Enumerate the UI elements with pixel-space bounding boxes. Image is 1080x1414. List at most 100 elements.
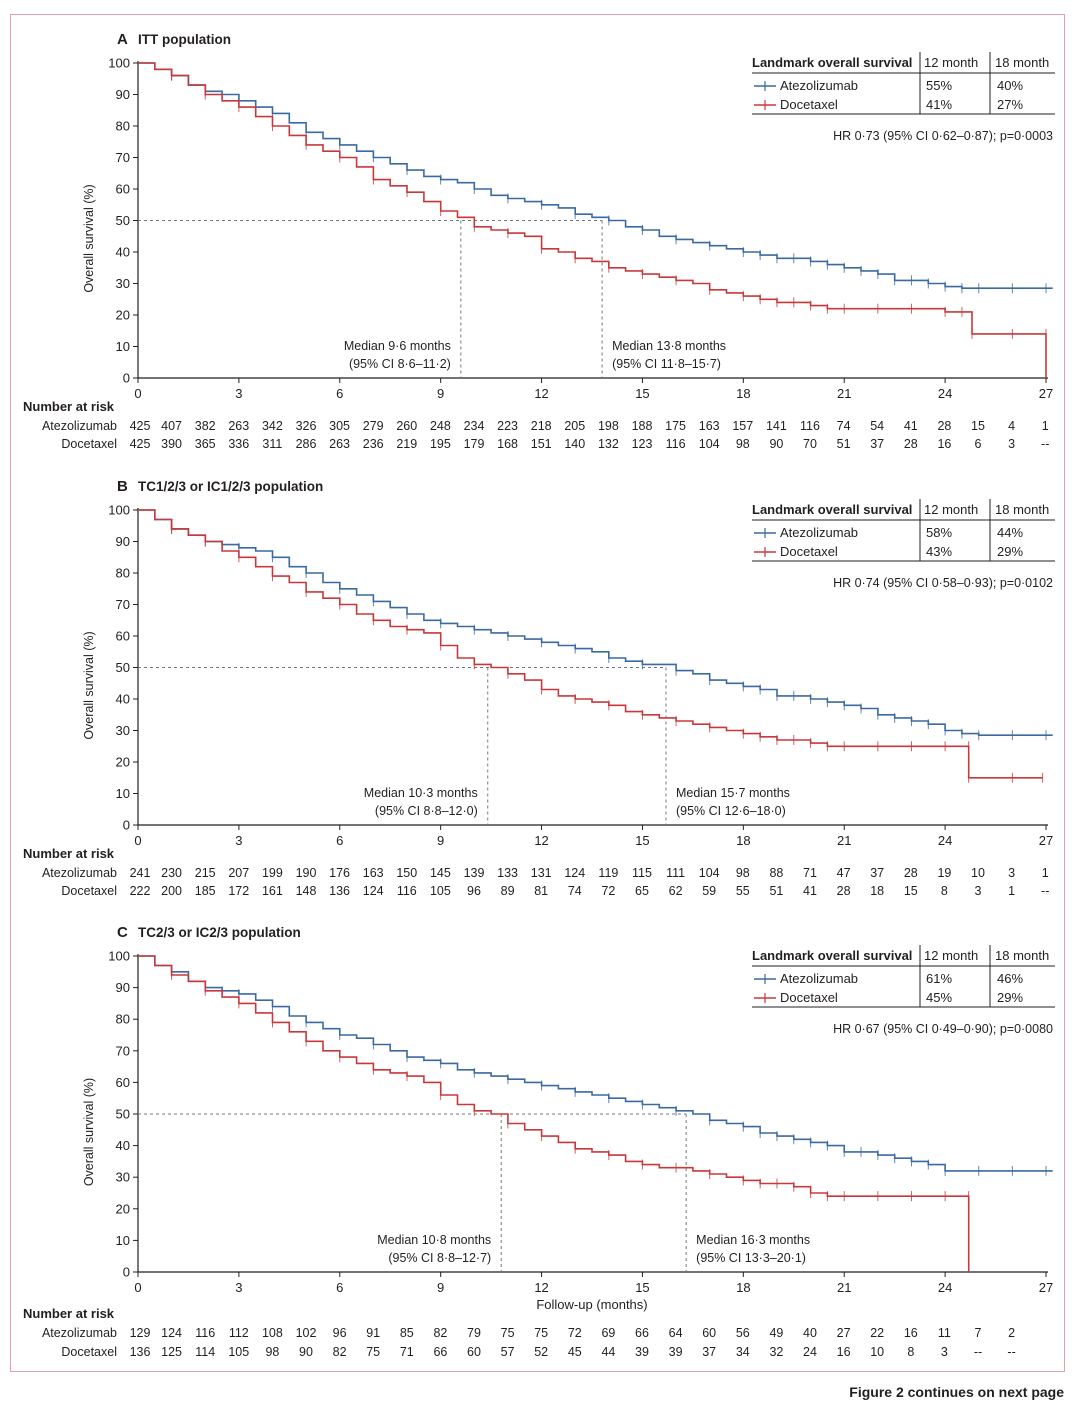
- risk-value: 260: [396, 419, 417, 433]
- risk-row-label: Docetaxel: [61, 1345, 117, 1359]
- risk-value: 66: [433, 1345, 447, 1359]
- risk-value: 24: [803, 1345, 817, 1359]
- risk-value: 190: [296, 866, 317, 880]
- median-ci-label: (95% CI 13·3–20·1): [696, 1251, 806, 1265]
- risk-value: 15: [904, 884, 918, 898]
- risk-value: 105: [228, 1345, 249, 1359]
- risk-value: 163: [363, 866, 384, 880]
- x-tick-label: 3: [235, 833, 242, 848]
- risk-value: 10: [870, 1345, 884, 1359]
- risk-value: 223: [497, 419, 518, 433]
- risk-value: 19: [937, 866, 951, 880]
- panel-b: B TC1/2/3 or IC1/2/3 population0102030405…: [23, 478, 1055, 898]
- risk-value: 116: [666, 437, 686, 451]
- risk-value: 59: [702, 884, 716, 898]
- risk-value: 16: [904, 1326, 918, 1340]
- risk-value: 104: [699, 437, 720, 451]
- risk-value: 150: [396, 866, 417, 880]
- risk-value: 28: [904, 437, 918, 451]
- y-tick-label: 30: [116, 276, 130, 291]
- risk-value: 69: [601, 1326, 615, 1340]
- x-tick-label: 6: [336, 386, 343, 401]
- risk-value: 3: [941, 1345, 948, 1359]
- x-tick-label: 18: [736, 386, 750, 401]
- risk-value: 55: [736, 884, 750, 898]
- risk-value: 8: [907, 1345, 914, 1359]
- risk-value: 52: [534, 1345, 548, 1359]
- panel-letter: C: [117, 924, 128, 941]
- legend-18m-value: 29%: [997, 544, 1023, 559]
- risk-value: 98: [736, 866, 750, 880]
- risk-value: 96: [333, 1326, 347, 1340]
- legend-series-name: Atezolizumab: [780, 525, 858, 540]
- y-tick-label: 0: [123, 818, 130, 833]
- risk-value: 114: [195, 1345, 215, 1359]
- risk-value: 65: [635, 884, 649, 898]
- risk-value: 365: [195, 437, 216, 451]
- risk-value: 41: [904, 419, 918, 433]
- panel-letter: A: [117, 31, 128, 48]
- legend-header: Landmark overall survival: [752, 502, 912, 517]
- risk-value: 16: [837, 1345, 851, 1359]
- risk-table-header: Number at risk: [23, 399, 115, 414]
- risk-value: 2: [1008, 1326, 1015, 1340]
- risk-value: 112: [229, 1326, 249, 1340]
- y-tick-label: 80: [116, 119, 130, 134]
- y-tick-label: 90: [116, 980, 130, 995]
- figure-frame: [10, 14, 1065, 1372]
- risk-value: 1: [1042, 419, 1049, 433]
- x-tick-label: 24: [938, 1280, 952, 1295]
- risk-value: 28: [904, 866, 918, 880]
- risk-value: 157: [732, 419, 753, 433]
- risk-value: 163: [699, 419, 720, 433]
- risk-value: 188: [632, 419, 653, 433]
- risk-value: 37: [870, 437, 884, 451]
- legend-header: Landmark overall survival: [752, 55, 912, 70]
- risk-value: 3: [1008, 866, 1015, 880]
- risk-value: 116: [800, 419, 820, 433]
- risk-value: 75: [534, 1326, 548, 1340]
- x-tick-label: 3: [235, 386, 242, 401]
- risk-value: 47: [837, 866, 851, 880]
- y-tick-label: 70: [116, 597, 130, 612]
- y-tick-label: 60: [116, 1075, 130, 1090]
- risk-value: 111: [666, 866, 685, 880]
- x-tick-label: 21: [837, 833, 851, 848]
- y-tick-label: 0: [123, 1265, 130, 1280]
- risk-value: 51: [837, 437, 851, 451]
- y-tick-label: 0: [123, 371, 130, 386]
- median-label: Median 16·3 months: [696, 1233, 810, 1247]
- panel-letter: B: [117, 478, 128, 495]
- risk-value: 136: [329, 884, 350, 898]
- risk-value: 124: [363, 884, 384, 898]
- hazard-ratio: HR 0·67 (95% CI 0·49–0·90); p=0·0080: [833, 1022, 1053, 1036]
- risk-value: 57: [501, 1345, 515, 1359]
- risk-row-label: Atezolizumab: [42, 866, 117, 880]
- risk-value: 18: [870, 884, 884, 898]
- risk-value: 234: [464, 419, 485, 433]
- risk-value: 425: [130, 419, 151, 433]
- risk-value: 3: [1008, 437, 1015, 451]
- x-tick-label: 0: [134, 833, 141, 848]
- risk-value: 102: [296, 1326, 317, 1340]
- legend-18m-value: 44%: [997, 525, 1023, 540]
- risk-value: 75: [366, 1345, 380, 1359]
- risk-value: 342: [262, 419, 283, 433]
- risk-value: 98: [736, 437, 750, 451]
- series-line-docetaxel: [138, 62, 1047, 378]
- risk-value: 71: [803, 866, 817, 880]
- legend-header-12m: 12 month: [924, 948, 978, 963]
- risk-value: 116: [397, 884, 417, 898]
- risk-value: 40: [803, 1326, 817, 1340]
- risk-value: 54: [870, 419, 884, 433]
- y-tick-label: 100: [108, 56, 130, 71]
- y-tick-label: 40: [116, 692, 130, 707]
- risk-value: 151: [531, 437, 552, 451]
- risk-value: 222: [130, 884, 151, 898]
- risk-value: 115: [632, 866, 652, 880]
- risk-value: 39: [635, 1345, 649, 1359]
- risk-value: 311: [262, 437, 282, 451]
- x-tick-label: 12: [534, 1280, 548, 1295]
- y-tick-label: 80: [116, 566, 130, 581]
